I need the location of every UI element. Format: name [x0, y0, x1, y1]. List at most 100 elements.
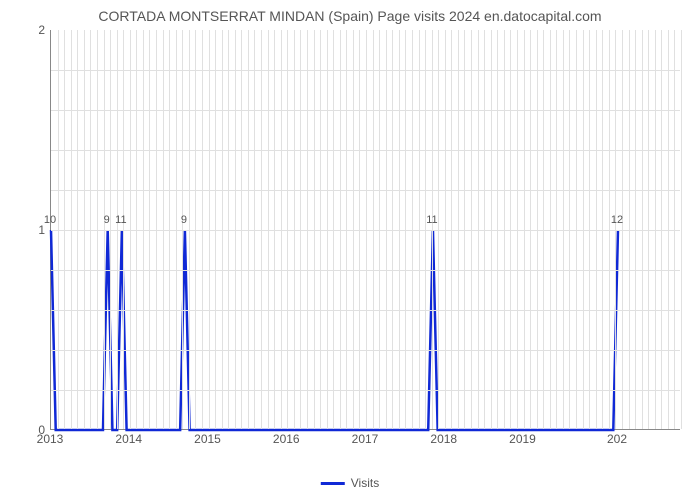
- grid-line-v: [110, 30, 111, 429]
- x-tick-label: 2017: [352, 432, 379, 446]
- grid-line-v: [432, 30, 433, 429]
- x-tick-label: 202: [607, 432, 627, 446]
- grid-line-v: [425, 30, 426, 429]
- grid-line-v: [648, 30, 649, 429]
- peak-label: 12: [611, 214, 623, 226]
- grid-line-v: [209, 30, 210, 429]
- x-tick-label: 2018: [430, 432, 457, 446]
- grid-line-v: [510, 30, 511, 429]
- grid-line-v: [484, 30, 485, 429]
- grid-line-v: [136, 30, 137, 429]
- x-tick-label: 2015: [194, 432, 221, 446]
- peak-label: 11: [426, 214, 437, 226]
- grid-line-v: [537, 30, 538, 429]
- grid-line-v: [517, 30, 518, 429]
- peak-label: 9: [104, 214, 110, 226]
- grid-line-v: [84, 30, 85, 429]
- x-tick-label: 2016: [273, 432, 300, 446]
- grid-line-v: [681, 30, 682, 429]
- grid-line-v: [169, 30, 170, 429]
- grid-line-v: [346, 30, 347, 429]
- grid-line-v: [635, 30, 636, 429]
- grid-line-v: [90, 30, 91, 429]
- grid-line-v: [674, 30, 675, 429]
- grid-line-v: [333, 30, 334, 429]
- grid-line-v: [373, 30, 374, 429]
- grid-line-v: [366, 30, 367, 429]
- chart-title: CORTADA MONTSERRAT MINDAN (Spain) Page v…: [0, 0, 700, 24]
- grid-line-v: [97, 30, 98, 429]
- grid-line-v: [464, 30, 465, 429]
- grid-line-v: [491, 30, 492, 429]
- grid-line-v: [419, 30, 420, 429]
- y-tick-label: 1: [5, 223, 45, 237]
- grid-line-v: [320, 30, 321, 429]
- legend-swatch: [321, 482, 345, 485]
- grid-line-v: [77, 30, 78, 429]
- grid-line-v: [215, 30, 216, 429]
- grid-line-v: [359, 30, 360, 429]
- grid-line-v: [195, 30, 196, 429]
- grid-line-v: [379, 30, 380, 429]
- grid-line-v: [287, 30, 288, 429]
- grid-line-v: [248, 30, 249, 429]
- grid-line-v: [386, 30, 387, 429]
- grid-line-v: [629, 30, 630, 429]
- grid-line-v: [130, 30, 131, 429]
- grid-line-v: [149, 30, 150, 429]
- grid-line-v: [202, 30, 203, 429]
- grid-line-v: [609, 30, 610, 429]
- plot-area: [50, 30, 680, 430]
- grid-line-v: [471, 30, 472, 429]
- peak-label: 11: [115, 214, 126, 226]
- x-tick-label: 2014: [115, 432, 142, 446]
- grid-line-v: [583, 30, 584, 429]
- grid-line-v: [274, 30, 275, 429]
- grid-line-v: [104, 30, 105, 429]
- x-tick-label: 2019: [509, 432, 536, 446]
- grid-line-v: [300, 30, 301, 429]
- grid-line-v: [241, 30, 242, 429]
- grid-line-v: [353, 30, 354, 429]
- grid-line-v: [261, 30, 262, 429]
- grid-line-v: [576, 30, 577, 429]
- grid-line-v: [563, 30, 564, 429]
- x-tick-label: 2013: [37, 432, 64, 446]
- grid-line-v: [340, 30, 341, 429]
- grid-line-v: [668, 30, 669, 429]
- grid-line-v: [642, 30, 643, 429]
- grid-line-v: [602, 30, 603, 429]
- grid-line-v: [58, 30, 59, 429]
- grid-line-v: [530, 30, 531, 429]
- grid-line-v: [268, 30, 269, 429]
- grid-line-v: [182, 30, 183, 429]
- grid-line-v: [143, 30, 144, 429]
- grid-line-v: [235, 30, 236, 429]
- y-tick-label: 2: [5, 23, 45, 37]
- grid-line-v: [314, 30, 315, 429]
- grid-line-v: [569, 30, 570, 429]
- grid-line-v: [163, 30, 164, 429]
- grid-line-v: [228, 30, 229, 429]
- grid-line-v: [438, 30, 439, 429]
- grid-line-v: [550, 30, 551, 429]
- grid-line-v: [524, 30, 525, 429]
- grid-line-v: [497, 30, 498, 429]
- peak-label: 9: [181, 214, 187, 226]
- grid-line-v: [176, 30, 177, 429]
- grid-line-v: [622, 30, 623, 429]
- legend: Visits: [321, 476, 379, 490]
- grid-line-v: [189, 30, 190, 429]
- grid-line-v: [294, 30, 295, 429]
- grid-line-v: [458, 30, 459, 429]
- grid-line-v: [445, 30, 446, 429]
- grid-line-v: [405, 30, 406, 429]
- grid-line-v: [307, 30, 308, 429]
- grid-line-v: [64, 30, 65, 429]
- grid-line-v: [254, 30, 255, 429]
- grid-line-v: [543, 30, 544, 429]
- grid-line-v: [589, 30, 590, 429]
- legend-label: Visits: [351, 476, 379, 490]
- grid-line-v: [615, 30, 616, 429]
- grid-line-v: [117, 30, 118, 429]
